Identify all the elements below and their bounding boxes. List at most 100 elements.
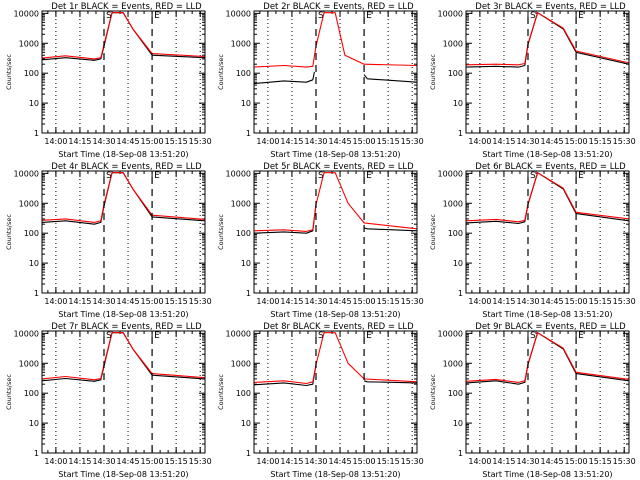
y-tick-label: 1000 [443, 359, 463, 368]
x-tick-label: 15:15 [165, 297, 188, 306]
x-tick-label: 14:30 [304, 457, 327, 466]
x-tick-label: 14:45 [541, 137, 564, 146]
plot-frame [465, 330, 630, 454]
detector-panel: Det 5r BLACK = Events, RED = LLD Counts/s… [217, 162, 424, 319]
detector-panel: Det 3r BLACK = Events, RED = LLD Counts/s… [429, 2, 636, 159]
y-tick-label: 10000 [226, 329, 251, 338]
y-tick-label: 1 [34, 449, 39, 458]
detector-panel: Det 6r BLACK = Events, RED = LLD Counts/s… [429, 162, 636, 319]
x-tick-label: 15:15 [165, 137, 188, 146]
x-axis-label: Start Time (18-Sep-08 13:51:20) [482, 310, 612, 319]
trace-group [254, 12, 417, 85]
lld-trace [466, 172, 629, 223]
x-tick-label: 14:30 [92, 457, 115, 466]
end-marker-label: E [366, 11, 372, 21]
lld-trace [466, 12, 629, 66]
y-tick-label: 10000 [14, 9, 39, 18]
events-trace [42, 332, 205, 382]
y-axis-label: Counts/sec [217, 374, 225, 410]
x-tick-label: 14:45 [117, 297, 140, 306]
x-tick-label: 14:45 [117, 137, 140, 146]
x-tick-label: 14:15 [280, 137, 303, 146]
end-marker-label: E [578, 331, 584, 341]
lld-trace [42, 332, 205, 381]
y-tick-label: 1000 [443, 199, 463, 208]
start-marker-label: S [106, 171, 112, 181]
y-axis-label: Counts/sec [217, 214, 225, 250]
x-axis-label: Start Time (18-Sep-08 13:51:20) [58, 150, 188, 159]
x-tick-label: 14:00 [44, 457, 67, 466]
y-tick-label: 1000 [443, 39, 463, 48]
x-tick-label: 14:45 [117, 457, 140, 466]
y-tick-label: 1000 [231, 39, 251, 48]
x-tick-label: 15:15 [589, 137, 612, 146]
end-marker-label: E [578, 11, 584, 21]
x-tick-label: 14:30 [304, 297, 327, 306]
x-axis-label: Start Time (18-Sep-08 13:51:20) [58, 470, 188, 479]
trace-group [42, 172, 205, 225]
x-tick-label: 15:00 [565, 137, 588, 146]
y-tick-label: 100 [24, 389, 39, 398]
x-tick-label: 15:15 [589, 297, 612, 306]
panel-title: Det 7r BLACK = Events, RED = LLD [51, 322, 202, 332]
x-tick-label: 15:00 [353, 457, 376, 466]
x-tick-label: 15:15 [377, 297, 400, 306]
y-tick-label: 10000 [438, 9, 463, 18]
trace-group [254, 172, 417, 234]
detector-panel: Det 4r BLACK = Events, RED = LLD Counts/s… [5, 162, 212, 319]
y-tick-label: 100 [448, 69, 463, 78]
panel-title: Det 5r BLACK = Events, RED = LLD [263, 162, 414, 172]
y-tick-label: 1 [246, 289, 251, 298]
x-tick-label: 14:45 [329, 457, 352, 466]
y-tick-label: 10 [29, 419, 39, 428]
x-tick-label: 15:00 [141, 457, 164, 466]
y-tick-label: 100 [24, 229, 39, 238]
x-tick-label: 14:15 [68, 137, 91, 146]
y-tick-label: 10 [453, 419, 463, 428]
y-tick-label: 10 [241, 419, 251, 428]
x-tick-label: 15:30 [401, 297, 424, 306]
x-axis-label: Start Time (18-Sep-08 13:51:20) [58, 310, 188, 319]
x-axis-label: Start Time (18-Sep-08 13:51:20) [270, 310, 400, 319]
x-tick-label: 14:00 [44, 137, 67, 146]
start-marker-label: S [530, 171, 536, 181]
start-marker-label: S [530, 331, 536, 341]
y-tick-label: 1 [458, 449, 463, 458]
y-axis-label: Counts/sec [429, 54, 437, 90]
y-tick-label: 100 [448, 229, 463, 238]
trace-group [42, 332, 205, 382]
y-axis-label: Counts/sec [217, 54, 225, 90]
panel-title: Det 8r BLACK = Events, RED = LLD [263, 322, 414, 332]
x-tick-label: 15:15 [589, 457, 612, 466]
x-tick-label: 14:45 [541, 297, 564, 306]
events-trace [254, 71, 417, 85]
y-tick-label: 10 [241, 259, 251, 268]
y-tick-label: 1 [458, 129, 463, 138]
detector-panel: Det 2r BLACK = Events, RED = LLD Counts/s… [217, 2, 424, 159]
x-tick-label: 14:00 [468, 457, 491, 466]
y-tick-label: 1 [34, 129, 39, 138]
x-tick-label: 15:30 [189, 457, 212, 466]
x-tick-label: 14:30 [516, 297, 539, 306]
detector-panel: Det 9r BLACK = Events, RED = LLD Counts/s… [429, 322, 636, 479]
x-tick-label: 14:15 [68, 457, 91, 466]
y-tick-label: 1 [246, 449, 251, 458]
plot-frame [41, 10, 206, 134]
plot-frame [41, 170, 206, 294]
y-tick-label: 10 [29, 99, 39, 108]
x-tick-label: 15:30 [401, 137, 424, 146]
x-tick-label: 14:15 [492, 137, 515, 146]
plot-frame [41, 330, 206, 454]
y-tick-label: 10000 [226, 169, 251, 178]
x-tick-label: 15:15 [377, 137, 400, 146]
plot-frame [253, 330, 418, 454]
x-tick-label: 14:30 [516, 457, 539, 466]
trace-group [42, 12, 205, 61]
x-axis-label: Start Time (18-Sep-08 13:51:20) [270, 150, 400, 159]
x-tick-label: 15:00 [353, 137, 376, 146]
y-tick-label: 10 [453, 99, 463, 108]
panel-title: Det 9r BLACK = Events, RED = LLD [475, 322, 626, 332]
start-marker-label: S [530, 11, 536, 21]
y-tick-label: 1000 [231, 359, 251, 368]
trace-group [254, 332, 417, 387]
